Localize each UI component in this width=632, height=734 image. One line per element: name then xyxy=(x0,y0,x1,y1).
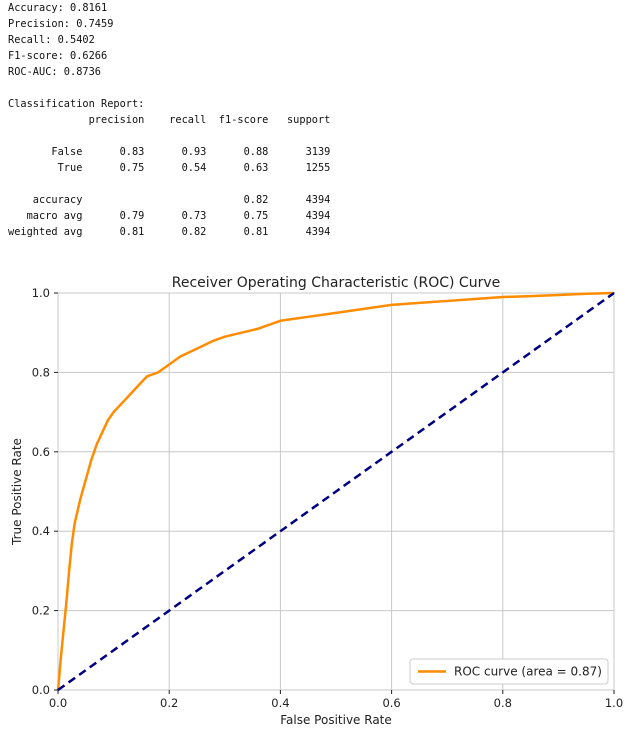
y-tick-label: 1.0 xyxy=(32,286,50,300)
legend: ROC curve (area = 0.87) xyxy=(409,658,609,685)
metrics-output: Accuracy: 0.8161 Precision: 0.7459 Recal… xyxy=(8,2,331,238)
x-tick-label: 0.0 xyxy=(49,696,67,710)
y-tick-label: 0.8 xyxy=(32,365,50,379)
y-tick-label: 0.2 xyxy=(32,604,50,618)
series-layer xyxy=(56,291,615,692)
legend-box xyxy=(409,658,609,685)
legend-label: ROC curve (area = 0.87) xyxy=(454,665,602,679)
chart-title: Receiver Operating Characteristic (ROC) … xyxy=(172,275,501,291)
x-tick-label: 0.6 xyxy=(382,696,400,710)
y-tick-label: 0.4 xyxy=(32,524,50,538)
roc-chart: 0.0 0.2 0.4 0.6 0.8 1.0 0.0 0.2 0.4 0.6 0.8 1.0 Rec… xyxy=(10,275,623,727)
x-tick-label: 1.0 xyxy=(605,696,623,710)
y-tick-label: 0.6 xyxy=(32,445,50,459)
grid xyxy=(57,292,615,691)
random-classifier-diagonal-line xyxy=(57,291,615,692)
x-tick-label: 0.2 xyxy=(160,696,178,710)
x-axis-label: False Positive Rate xyxy=(280,713,392,727)
x-tick-label: 0.8 xyxy=(494,696,512,710)
roc-curve-line xyxy=(56,291,615,691)
y-axis-label: True Positive Rate xyxy=(10,438,24,546)
axes: 0.0 0.2 0.4 0.6 0.8 1.0 0.0 0.2 0.4 0.6 0.8 1.0 xyxy=(32,286,623,710)
y-tick-label: 0.0 xyxy=(32,683,50,697)
x-tick-label: 0.4 xyxy=(271,696,289,710)
